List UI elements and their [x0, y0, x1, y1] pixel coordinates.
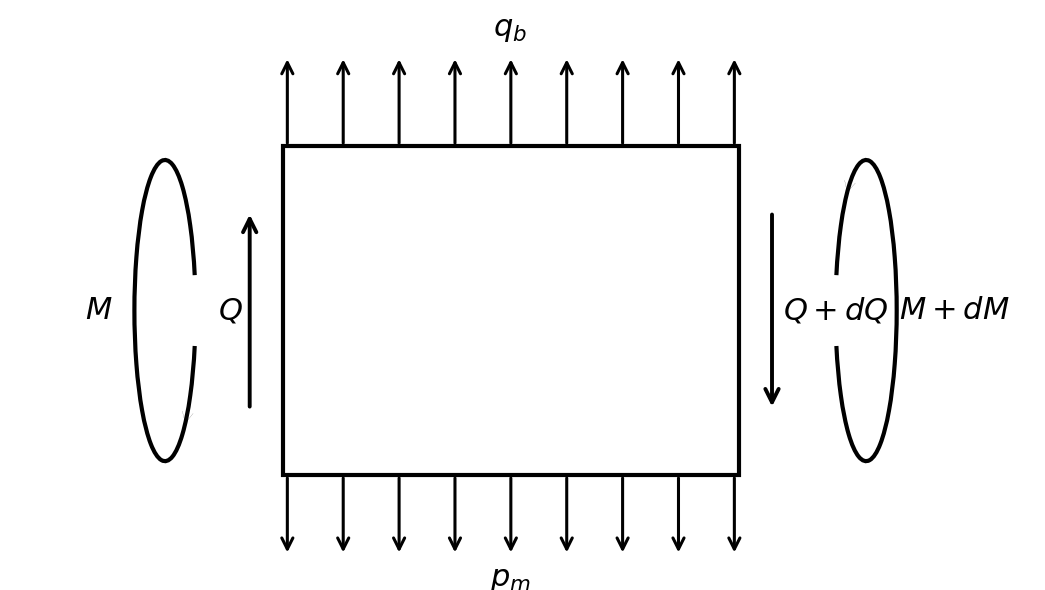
- Text: $Q+dQ$: $Q+dQ$: [784, 295, 889, 326]
- Text: $q_b$: $q_b$: [493, 13, 528, 44]
- Bar: [282, 146, 739, 476]
- Text: $M+dM$: $M+dM$: [899, 295, 1009, 326]
- Text: $p_m$: $p_m$: [490, 563, 531, 590]
- Text: $Q$: $Q$: [218, 295, 243, 326]
- Text: $M$: $M$: [86, 295, 113, 326]
